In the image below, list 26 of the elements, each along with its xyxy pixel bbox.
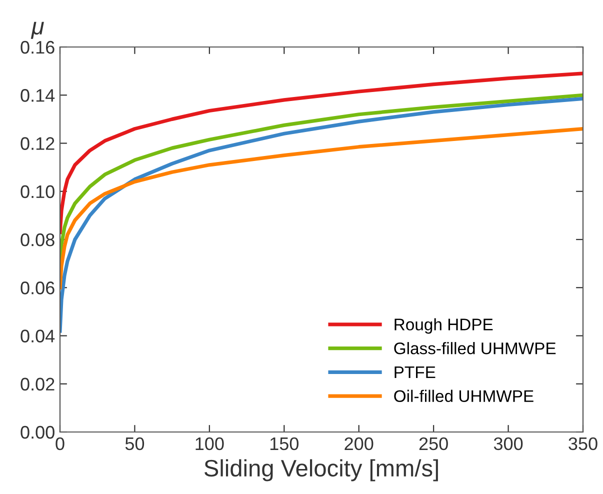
x-tick-label: 200 bbox=[344, 437, 374, 450]
y-tick-label: 0.00 bbox=[20, 426, 54, 439]
x-tick-label: 300 bbox=[494, 437, 523, 450]
y-tick-label: 0.02 bbox=[20, 378, 54, 391]
x-tick-label: 0 bbox=[56, 437, 64, 450]
y-tick-label: 0.16 bbox=[20, 40, 54, 54]
x-tick-label: 150 bbox=[270, 437, 298, 450]
y-tick-label: 0.08 bbox=[20, 233, 54, 246]
line-series bbox=[60, 72, 583, 234]
x-axis-title: Sliding Velocity [mm/s] bbox=[204, 459, 438, 482]
x-tick-label: 250 bbox=[419, 437, 448, 450]
y-tick-label: 0.04 bbox=[20, 330, 55, 342]
line-series bbox=[60, 96, 583, 333]
legend-label: Glass-filled UHMWPE bbox=[394, 342, 556, 354]
y-tick-label: 0.06 bbox=[20, 282, 54, 294]
x-tick-label: 100 bbox=[196, 437, 224, 450]
y-tick-label: 0.12 bbox=[20, 137, 54, 150]
x-tick-label: 50 bbox=[125, 437, 144, 450]
y-tick-label: 0.14 bbox=[20, 89, 55, 102]
legend-label: PTFE bbox=[394, 366, 436, 378]
legend-label: Rough HDPE bbox=[394, 318, 493, 334]
x-tick-label: 350 bbox=[568, 437, 598, 450]
y-axis-title: μ bbox=[30, 22, 44, 39]
legend-label: Oil-filled UHMWPE bbox=[394, 390, 534, 402]
line-series bbox=[60, 127, 583, 290]
y-tick-label: 0.10 bbox=[20, 185, 54, 198]
